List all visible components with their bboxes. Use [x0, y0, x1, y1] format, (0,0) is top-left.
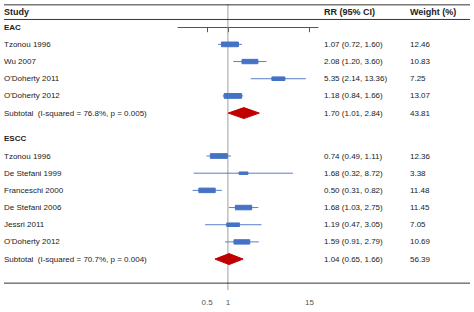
- svg-text:1.07 (0.72, 1.60): 1.07 (0.72, 1.60): [324, 40, 383, 49]
- svg-text:EAC: EAC: [4, 23, 21, 32]
- svg-text:De Stefani 1999: De Stefani 1999: [4, 169, 62, 178]
- svg-text:0.74 (0.49, 1.11): 0.74 (0.49, 1.11): [324, 152, 382, 161]
- svg-text:15: 15: [305, 298, 314, 307]
- svg-text:11.45: 11.45: [410, 203, 430, 212]
- svg-text:11.48: 11.48: [410, 186, 430, 195]
- svg-text:12.46: 12.46: [410, 40, 431, 49]
- svg-text:3.38: 3.38: [410, 169, 426, 178]
- svg-text:1.59 (0.91, 2.79): 1.59 (0.91, 2.79): [324, 237, 383, 246]
- svg-text:0.50 (0.31, 0.82): 0.50 (0.31, 0.82): [324, 186, 383, 195]
- svg-text:Jessri 2011: Jessri 2011: [4, 220, 45, 229]
- svg-text:Weight (%): Weight (%): [410, 7, 456, 17]
- svg-text:10.69: 10.69: [410, 237, 431, 246]
- svg-text:1.18 (0.84, 1.66): 1.18 (0.84, 1.66): [324, 91, 383, 100]
- svg-text:7.05: 7.05: [410, 220, 426, 229]
- svg-text:Tzonou 1996: Tzonou 1996: [4, 40, 51, 49]
- svg-text:1: 1: [226, 298, 231, 307]
- svg-text:56.39: 56.39: [410, 255, 431, 264]
- svg-text:RR (95% CI): RR (95% CI): [324, 7, 375, 17]
- svg-text:7.25: 7.25: [410, 74, 426, 83]
- svg-text:13.07: 13.07: [410, 91, 431, 100]
- svg-text:5.35 (2.14, 13.36): 5.35 (2.14, 13.36): [324, 74, 387, 83]
- svg-text:1.70 (1.01, 2.84): 1.70 (1.01, 2.84): [324, 109, 383, 118]
- svg-text:Tzonou 1996: Tzonou 1996: [4, 152, 51, 161]
- svg-text:ESCC: ESCC: [4, 134, 26, 143]
- svg-text:1.19 (0.47, 3.05): 1.19 (0.47, 3.05): [324, 220, 383, 229]
- svg-text:2.08 (1.20, 3.60): 2.08 (1.20, 3.60): [324, 57, 383, 66]
- svg-text:1.68 (1.03, 2.75): 1.68 (1.03, 2.75): [324, 203, 383, 212]
- svg-text:43.81: 43.81: [410, 109, 431, 118]
- svg-text:O'Doherty 2011: O'Doherty 2011: [4, 74, 60, 83]
- svg-text:1.68 (0.32, 8.72): 1.68 (0.32, 8.72): [324, 169, 383, 178]
- svg-text:Subtotal (I-squared = 76.8%,: Subtotal (I-squared = 76.8%, p = 0.005): [4, 109, 147, 118]
- svg-text:Wu 2007: Wu 2007: [4, 57, 36, 66]
- svg-text:O'Doherty 2012: O'Doherty 2012: [4, 91, 60, 100]
- svg-text:Study: Study: [4, 7, 29, 17]
- svg-text:De Stefani 2006: De Stefani 2006: [4, 203, 62, 212]
- svg-text:10.83: 10.83: [410, 57, 431, 66]
- svg-text:Subtotal (I-squared = 70.7%,: Subtotal (I-squared = 70.7%, p = 0.004): [4, 255, 147, 264]
- svg-text:O'Doherty 2012: O'Doherty 2012: [4, 237, 60, 246]
- svg-text:Franceschi 2000: Franceschi 2000: [4, 186, 64, 195]
- svg-text:12.36: 12.36: [410, 152, 431, 161]
- svg-text:0.5: 0.5: [201, 298, 213, 307]
- svg-text:1.04 (0.65, 1.66): 1.04 (0.65, 1.66): [324, 255, 383, 264]
